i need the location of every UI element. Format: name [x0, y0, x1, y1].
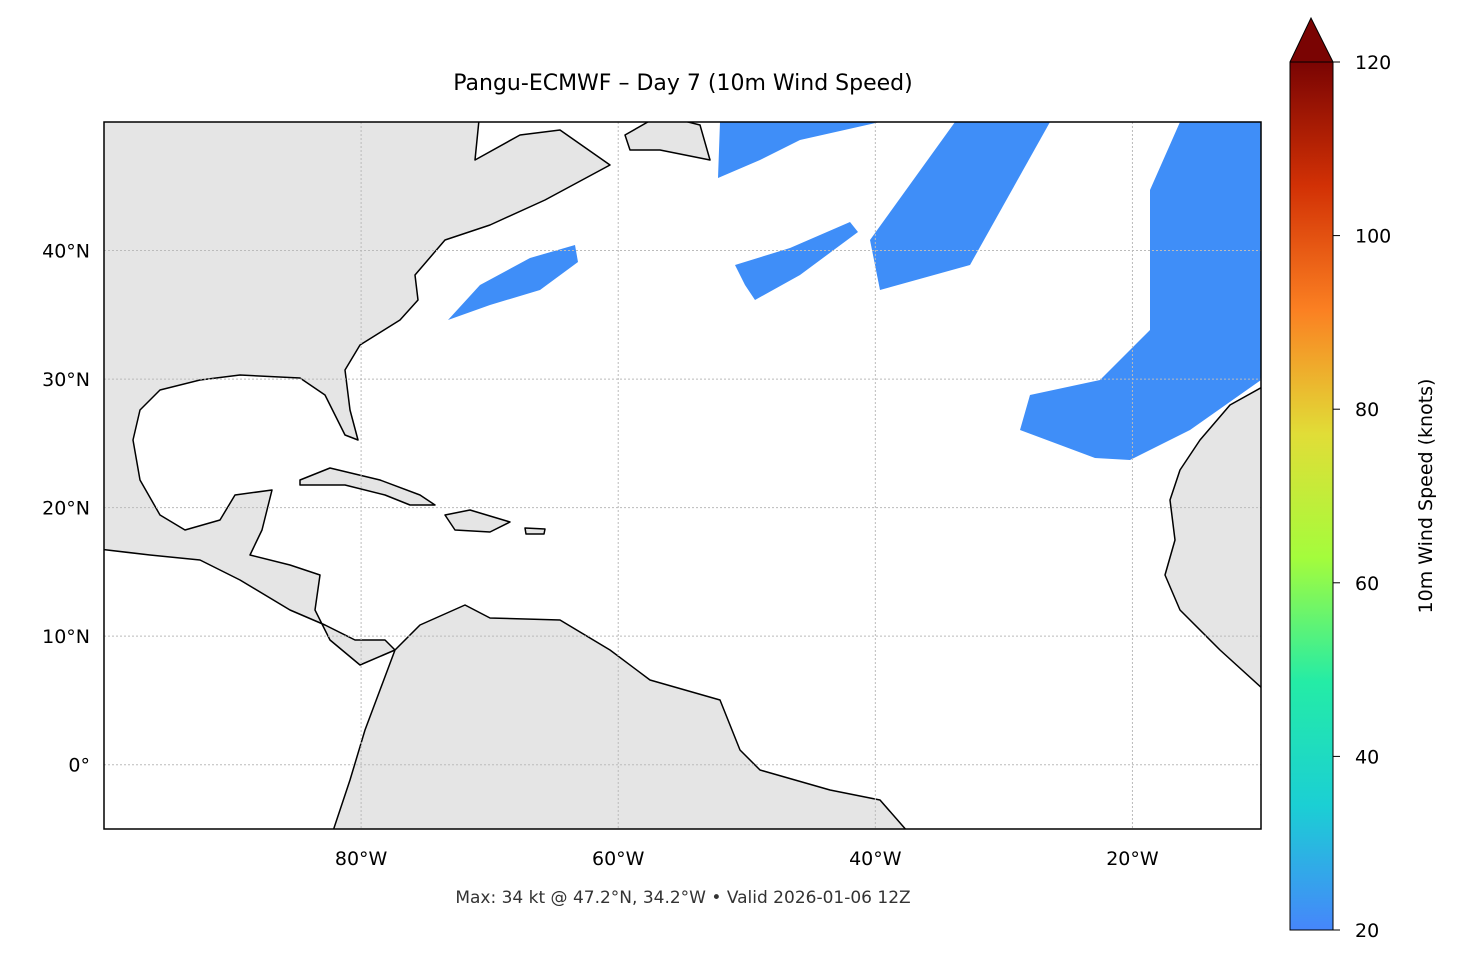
colorbar-tick-label: 100 [1355, 226, 1391, 248]
wind-area [448, 245, 578, 320]
x-tick-label: 20°W [1106, 848, 1159, 870]
map-frame [103, 121, 1262, 830]
y-tick-label: 40°N [42, 241, 90, 263]
wind-area [718, 122, 880, 178]
y-tick-label: 30°N [42, 369, 90, 391]
newfoundland [624, 122, 711, 161]
wind-area [1020, 122, 1261, 460]
y-tick-label: 20°N [42, 498, 90, 520]
x-tick-label: 40°W [849, 848, 902, 870]
puerto-rico [524, 527, 546, 535]
y-tick-label: 10°N [42, 626, 90, 648]
colorbar [1290, 62, 1333, 930]
colorbar-extend [1289, 16, 1334, 63]
colorbar-tick-label: 80 [1355, 399, 1379, 421]
colorbar-frame [1289, 61, 1334, 931]
cuba [299, 467, 436, 506]
colorbar-label: 10m Wind Speed (knots) [1415, 379, 1437, 614]
north-america [104, 122, 611, 666]
colorbar-tick-label: 60 [1355, 573, 1379, 595]
colorbar-tick-label: 120 [1355, 52, 1391, 74]
footer-note: Max: 34 kt @ 47.2°N, 34.2°W • Valid 2026… [455, 888, 910, 908]
hispaniola [444, 509, 511, 533]
gridlines [104, 122, 1261, 829]
colorbar-ticks: 20 40 60 80 100 120 [1333, 52, 1391, 942]
map-area [104, 122, 1261, 829]
wind-area [735, 222, 858, 300]
colorbar-tick-label: 40 [1355, 746, 1379, 768]
wind-area [870, 122, 1050, 290]
axis-ticks: 80°W 60°W 40°W 20°W 0° 10°N 20°N 30°N 40°N [42, 241, 1159, 870]
south-america [332, 604, 907, 829]
colorbar-tick-label: 20 [1355, 920, 1379, 942]
africa [1164, 386, 1261, 689]
x-tick-label: 80°W [335, 848, 388, 870]
x-tick-label: 60°W [592, 848, 645, 870]
y-tick-label: 0° [68, 755, 90, 777]
map-title: Pangu-ECMWF – Day 7 (10m Wind Speed) [453, 71, 912, 96]
